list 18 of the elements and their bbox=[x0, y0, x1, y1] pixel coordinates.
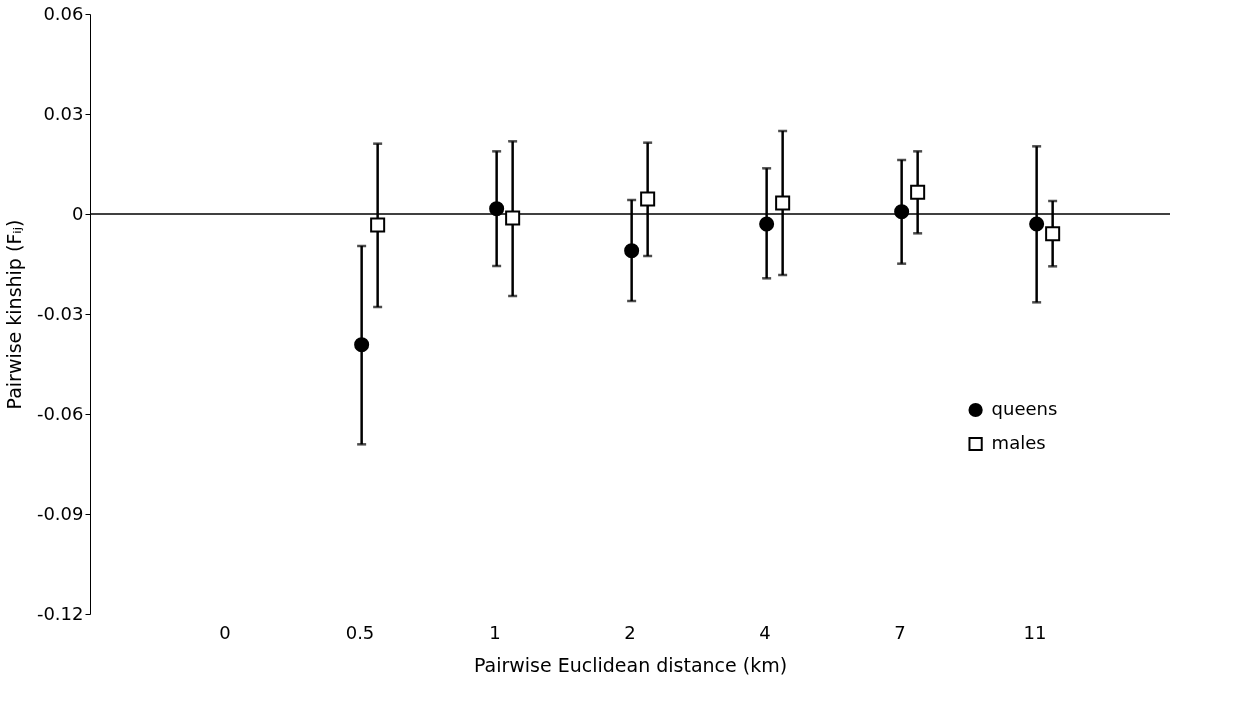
y-tick-label: -0.12 bbox=[36, 602, 84, 624]
y-tick-label: -0.03 bbox=[36, 302, 84, 324]
y-tick-label: -0.06 bbox=[36, 402, 84, 424]
x-tick-label: 11 bbox=[1023, 621, 1047, 643]
y-axis-title: Pairwise kinship (Fᵢⱼ) bbox=[2, 219, 25, 410]
x-axis-title: Pairwise Euclidean distance (km) bbox=[473, 653, 788, 676]
x-tick-label: 1 bbox=[489, 621, 501, 643]
x-tick-label: 7 bbox=[894, 621, 906, 643]
y-tick-label: 0.06 bbox=[43, 2, 84, 24]
y-tick-label: 0.03 bbox=[43, 102, 84, 124]
x-tick-label: 0.5 bbox=[345, 621, 375, 643]
x-tick-label: 4 bbox=[759, 621, 771, 643]
legend-label: males bbox=[991, 432, 1046, 453]
legend-label: queens bbox=[991, 398, 1058, 419]
y-tick-label: 0 bbox=[72, 202, 84, 224]
y-tick-label: -0.09 bbox=[36, 502, 84, 524]
x-tick-label: 2 bbox=[624, 621, 636, 643]
x-tick-label: 0 bbox=[219, 621, 231, 643]
